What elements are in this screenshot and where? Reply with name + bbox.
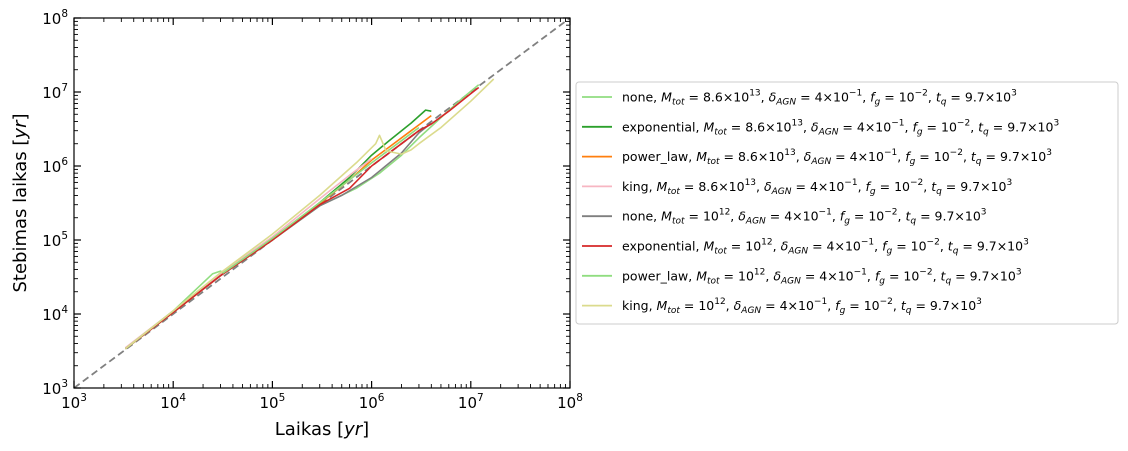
legend-box — [575, 81, 1119, 325]
legend-label-2: exponential, Mtot = 8.6×1013, δAGN = 4×1… — [622, 118, 1059, 137]
legend-label-1: none, Mtot = 8.6×1013, δAGN = 4×10−1, fg… — [622, 89, 1017, 108]
legend: none, Mtot = 8.6×1013, δAGN = 4×10−1, fg… — [575, 81, 1119, 325]
legend-label-4: king, Mtot = 8.6×1013, δAGN = 4×10−1, fg… — [622, 178, 1012, 197]
axes-frame — [73, 17, 571, 389]
y-tick-label: 108 — [42, 8, 68, 28]
x-axis-label: Laikas [yr] — [275, 419, 369, 440]
y-tick-label: 105 — [42, 230, 68, 250]
y-tick-label: 103 — [42, 378, 68, 398]
legend-label-8: king, Mtot = 1012, δAGN = 4×10−1, fg = 1… — [622, 297, 982, 316]
series-line-6 — [124, 86, 480, 350]
x-tick-label: 108 — [557, 392, 583, 412]
y-tick-label: 107 — [42, 82, 68, 102]
series-line-7 — [124, 126, 420, 350]
x-tick-label: 104 — [160, 392, 186, 412]
series-line-8 — [124, 78, 495, 350]
legend-label-3: power_law, Mtot = 8.6×1013, δAGN = 4×10−… — [622, 148, 1052, 167]
legend-label-6: exponential, Mtot = 1012, δAGN = 4×10−1,… — [622, 238, 1029, 257]
x-tick-label: 107 — [458, 392, 484, 412]
plot-clipped — [74, 18, 570, 388]
x-tick-label: 106 — [359, 392, 385, 412]
y-axis-label: Stebimas laikas [yr] — [10, 113, 31, 292]
plot-area — [74, 18, 570, 388]
legend-label-7: power_law, Mtot = 1012, δAGN = 4×10−1, f… — [622, 267, 1022, 286]
legend-label-5: none, Mtot = 1012, δAGN = 4×10−1, fg = 1… — [622, 208, 987, 227]
y-tick-label: 104 — [42, 304, 68, 324]
x-tick-label: 105 — [260, 392, 286, 412]
y-tick-label: 106 — [42, 156, 68, 176]
axes: 103 104 105 106 107 108 103 104 105 106 107 108 Laik… — [10, 8, 583, 440]
x-tick-label: 103 — [61, 392, 87, 412]
